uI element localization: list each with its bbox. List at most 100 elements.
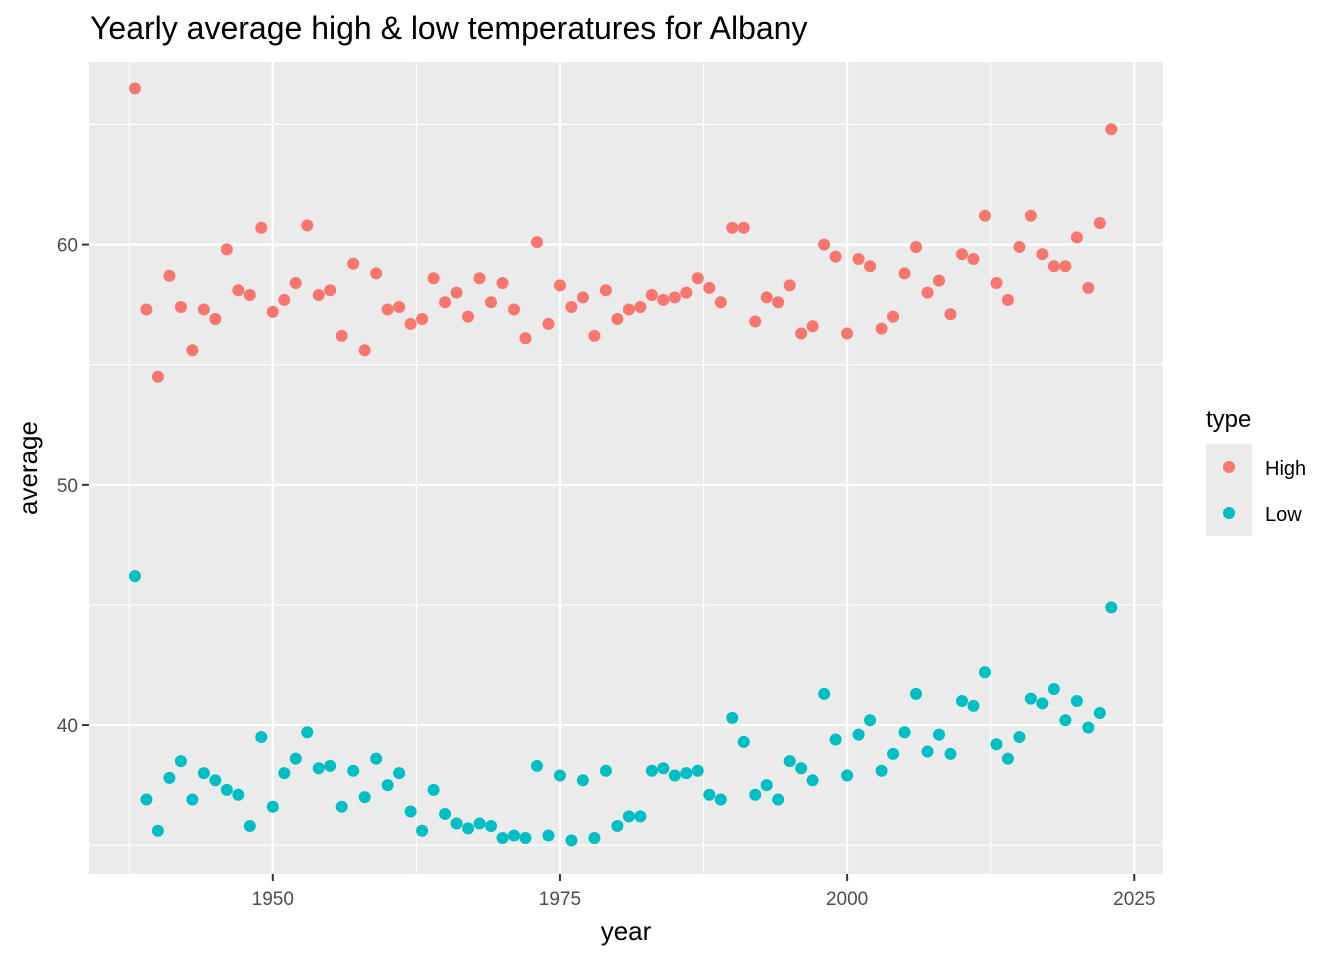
legend-label-high: High [1265, 458, 1306, 480]
point-low [875, 764, 888, 777]
point-high [875, 322, 888, 335]
point-low [220, 783, 233, 796]
point-low [806, 774, 819, 787]
point-low [668, 769, 681, 782]
point-low [864, 714, 877, 727]
point-high [657, 293, 670, 306]
point-low [473, 817, 486, 830]
point-high [668, 291, 681, 304]
point-low [312, 762, 325, 775]
point-low [427, 783, 440, 796]
point-high [174, 301, 187, 314]
point-low [691, 764, 704, 777]
point-low [508, 829, 521, 842]
point-low [140, 793, 153, 806]
point-high [691, 272, 704, 285]
point-high [749, 315, 762, 328]
point-high [462, 310, 475, 323]
point-high [1105, 123, 1118, 136]
point-low [1093, 707, 1106, 720]
point-low [749, 788, 762, 801]
point-high [1082, 281, 1095, 294]
point-high [1013, 240, 1026, 253]
point-low [278, 767, 291, 780]
point-high [485, 296, 498, 309]
point-high [588, 329, 601, 342]
point-high [232, 284, 245, 297]
point-high [508, 303, 521, 316]
point-low [186, 793, 199, 806]
point-high [645, 289, 658, 302]
point-low [1013, 731, 1026, 744]
point-high [324, 284, 337, 297]
point-low [978, 666, 991, 679]
legend-key-background [1206, 444, 1252, 536]
x-tick-label: 1975 [539, 889, 581, 910]
legend-label-low: Low [1265, 504, 1302, 526]
point-low [657, 762, 670, 775]
point-low [542, 829, 555, 842]
point-high [898, 267, 911, 280]
point-low [910, 687, 923, 700]
plot-panel [89, 62, 1163, 874]
point-high [128, 82, 141, 95]
axes: 1950 1975 2000 2025 40 50 60 [57, 236, 1156, 910]
point-high [806, 320, 819, 333]
point-low [347, 764, 360, 777]
point-low [841, 769, 854, 782]
point-high [255, 221, 268, 234]
point-low [370, 752, 383, 765]
point-low [1036, 697, 1049, 710]
y-tick-label: 40 [57, 716, 78, 737]
point-high [1024, 209, 1037, 222]
point-low [301, 726, 314, 739]
point-high [335, 329, 348, 342]
point-low [404, 805, 417, 818]
point-low [381, 779, 394, 792]
point-high [1070, 231, 1083, 244]
point-low [944, 747, 957, 760]
y-axis-label: average [13, 421, 43, 515]
point-low [163, 771, 176, 784]
point-high [852, 252, 865, 265]
point-low [611, 819, 624, 832]
point-low [898, 726, 911, 739]
point-high [197, 303, 210, 316]
point-high [553, 279, 566, 292]
point-low [852, 728, 865, 741]
point-high [565, 301, 578, 314]
point-low [1047, 683, 1060, 696]
point-low [128, 570, 141, 583]
point-high [530, 236, 543, 249]
point-low [576, 774, 589, 787]
point-low [703, 788, 716, 801]
point-low [496, 831, 509, 844]
point-low [289, 752, 302, 765]
point-high [978, 209, 991, 222]
point-high [599, 284, 612, 297]
point-high [737, 221, 750, 234]
point-high [439, 296, 452, 309]
x-tick-label: 2000 [826, 889, 868, 910]
point-high [887, 310, 900, 323]
point-high [703, 281, 716, 294]
point-high [772, 296, 785, 309]
point-high [760, 291, 773, 304]
point-high [622, 303, 635, 316]
point-high [450, 286, 463, 299]
point-low [760, 779, 773, 792]
point-high [381, 303, 394, 316]
point-high [186, 344, 199, 357]
point-low [795, 762, 808, 775]
point-high [416, 313, 429, 326]
point-high [370, 267, 383, 280]
point-low [829, 733, 842, 746]
point-high [347, 257, 360, 270]
legend: type High Low [1206, 406, 1306, 536]
point-high [611, 313, 624, 326]
point-high [266, 305, 279, 318]
point-low [783, 755, 796, 768]
point-low [485, 819, 498, 832]
point-high [519, 332, 532, 345]
